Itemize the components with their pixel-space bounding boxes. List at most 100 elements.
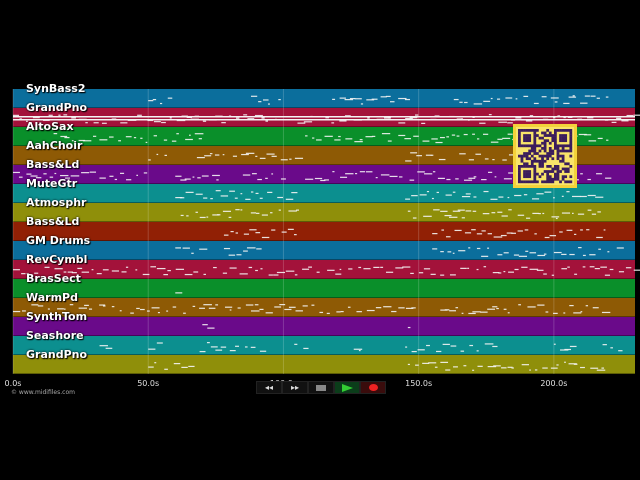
note-mark xyxy=(230,230,234,233)
note-mark xyxy=(316,271,320,273)
note-mark xyxy=(541,96,547,98)
qr-module xyxy=(543,144,547,148)
qr-module xyxy=(554,147,557,150)
note-mark xyxy=(493,236,503,238)
track-lane xyxy=(13,260,635,279)
qr-module xyxy=(569,154,573,158)
note-mark xyxy=(473,196,477,198)
note-mark xyxy=(159,102,163,105)
note-mark xyxy=(250,212,257,214)
note-mark xyxy=(580,366,585,369)
qr-module xyxy=(518,175,521,179)
qr-module xyxy=(530,129,534,132)
note-mark xyxy=(240,193,243,195)
qr-module xyxy=(548,141,552,145)
track-lane xyxy=(13,241,635,260)
note-mark xyxy=(242,174,251,176)
note-mark xyxy=(175,196,183,199)
note-mark xyxy=(199,350,206,353)
note-mark xyxy=(229,309,232,311)
note-mark xyxy=(154,362,157,364)
qr-module xyxy=(541,180,544,184)
note-mark xyxy=(185,191,194,193)
note-mark xyxy=(280,178,286,180)
note-mark xyxy=(206,342,210,344)
note-mark xyxy=(202,324,208,326)
qr-module xyxy=(538,159,542,163)
note-mark xyxy=(413,135,419,137)
note-mark xyxy=(291,192,298,194)
note-mark xyxy=(563,312,566,314)
note-mark xyxy=(157,311,160,314)
note-mark xyxy=(338,135,341,138)
note-mark xyxy=(125,266,129,268)
note-mark xyxy=(437,177,445,179)
qr-module xyxy=(543,149,547,153)
note-mark xyxy=(212,214,220,216)
qr-module xyxy=(525,154,529,158)
note-mark xyxy=(560,349,569,351)
fast-forward-button[interactable]: ▸▸ xyxy=(282,381,308,394)
note-mark xyxy=(515,117,522,119)
qr-module xyxy=(554,136,557,140)
qr-module xyxy=(525,170,529,173)
note-mark xyxy=(375,307,382,309)
note-mark xyxy=(606,139,609,141)
note-mark xyxy=(294,157,304,159)
note-mark xyxy=(472,133,475,135)
note-mark xyxy=(166,310,169,312)
note-mark xyxy=(431,197,434,200)
qr-module xyxy=(548,149,552,153)
note-mark xyxy=(273,274,279,276)
record-button[interactable] xyxy=(360,381,386,394)
note-mark xyxy=(461,195,471,198)
note-mark xyxy=(164,154,167,156)
note-mark xyxy=(453,366,458,368)
note-mark xyxy=(467,267,470,269)
note-mark xyxy=(366,99,375,101)
note-mark xyxy=(277,196,283,199)
rewind-button[interactable]: ◂◂ xyxy=(256,381,282,394)
note-mark xyxy=(31,304,39,306)
note-mark xyxy=(280,159,288,161)
note-mark xyxy=(534,233,537,235)
note-mark xyxy=(215,190,221,192)
qr-module xyxy=(533,147,537,150)
qr-module xyxy=(556,167,560,171)
qr-module xyxy=(561,175,565,179)
note-mark xyxy=(267,103,270,105)
note-mark xyxy=(345,138,353,140)
note-mark xyxy=(221,122,226,124)
note-mark xyxy=(502,159,507,161)
note-mark xyxy=(234,197,238,199)
note-mark xyxy=(303,347,309,350)
note-mark xyxy=(410,272,414,275)
note-mark xyxy=(245,304,254,306)
note-mark xyxy=(432,233,438,235)
note-mark xyxy=(572,195,581,198)
stop-button[interactable] xyxy=(308,381,334,394)
note-mark xyxy=(407,326,411,329)
note-mark xyxy=(449,310,457,312)
note-mark xyxy=(438,158,446,161)
note-mark xyxy=(195,193,203,195)
track-lane xyxy=(13,146,635,165)
qr-module xyxy=(536,180,539,184)
note-mark xyxy=(476,138,480,140)
note-mark xyxy=(518,255,527,257)
qr-module xyxy=(541,136,544,140)
note-mark xyxy=(183,312,186,314)
note-mark xyxy=(445,236,451,238)
note-mark xyxy=(543,253,547,255)
qr-module xyxy=(525,157,529,161)
note-mark xyxy=(120,122,128,124)
qr-module xyxy=(533,180,537,184)
note-mark xyxy=(559,231,563,233)
track-lane xyxy=(13,279,635,298)
note-mark xyxy=(185,138,193,141)
note-mark xyxy=(573,312,582,314)
qr-module xyxy=(533,136,537,140)
play-button[interactable] xyxy=(334,381,360,394)
